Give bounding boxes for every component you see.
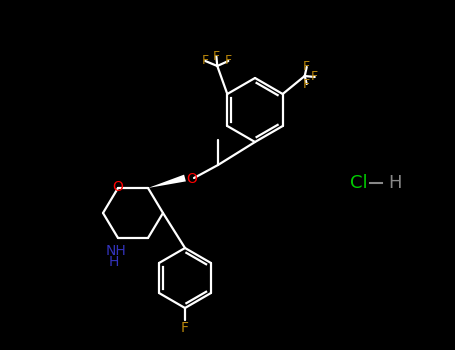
Text: F: F: [181, 321, 189, 335]
Text: F: F: [202, 55, 209, 68]
Text: F: F: [311, 70, 318, 84]
Text: F: F: [303, 77, 310, 91]
Polygon shape: [148, 175, 186, 188]
Text: F: F: [303, 61, 310, 74]
Text: O: O: [187, 172, 197, 186]
Text: H: H: [109, 255, 119, 269]
Text: NH: NH: [106, 244, 126, 258]
Text: F: F: [213, 49, 220, 63]
Text: F: F: [225, 55, 232, 68]
Text: H: H: [388, 174, 401, 192]
Text: Cl: Cl: [350, 174, 368, 192]
Text: O: O: [112, 180, 123, 194]
